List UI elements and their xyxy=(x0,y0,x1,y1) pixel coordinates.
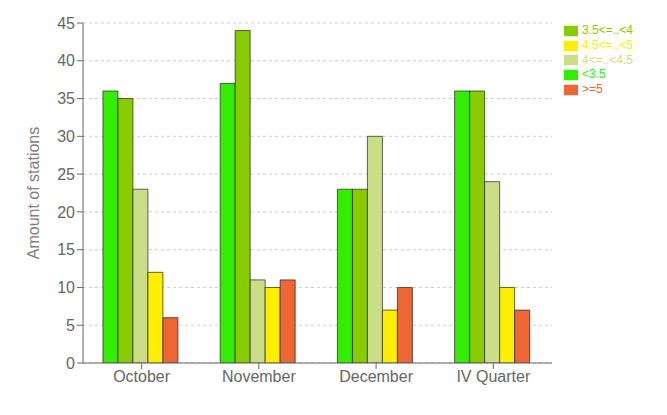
svg-text:IV Quarter: IV Quarter xyxy=(456,368,530,385)
html-text:<3.5: <3.5 xyxy=(582,67,606,82)
html-text:3.5<=..<4: 3.5<=..<4 xyxy=(582,23,633,37)
svg-text:25: 25 xyxy=(57,166,75,183)
svg-text:40: 40 xyxy=(57,52,75,69)
svg-text:December: December xyxy=(339,368,413,385)
svg-text:Amount of stations: Amount of stations xyxy=(25,127,42,260)
html-text:>=5: >=5 xyxy=(582,82,603,97)
svg-text:20: 20 xyxy=(57,204,75,221)
svg-text:15: 15 xyxy=(57,241,75,258)
svg-text:45: 45 xyxy=(57,15,75,32)
svg-text:November: November xyxy=(222,368,296,385)
svg-text:10: 10 xyxy=(57,279,75,296)
svg-text:0: 0 xyxy=(66,355,75,372)
svg-text:35: 35 xyxy=(57,90,75,107)
svg-text:30: 30 xyxy=(57,128,75,145)
svg-text:October: October xyxy=(113,368,171,385)
svg-text:5: 5 xyxy=(66,317,75,334)
html-text:4.5<=..<5: 4.5<=..<5 xyxy=(582,37,633,52)
html-text:4<=..<4.5: 4<=..<4.5 xyxy=(582,52,633,67)
